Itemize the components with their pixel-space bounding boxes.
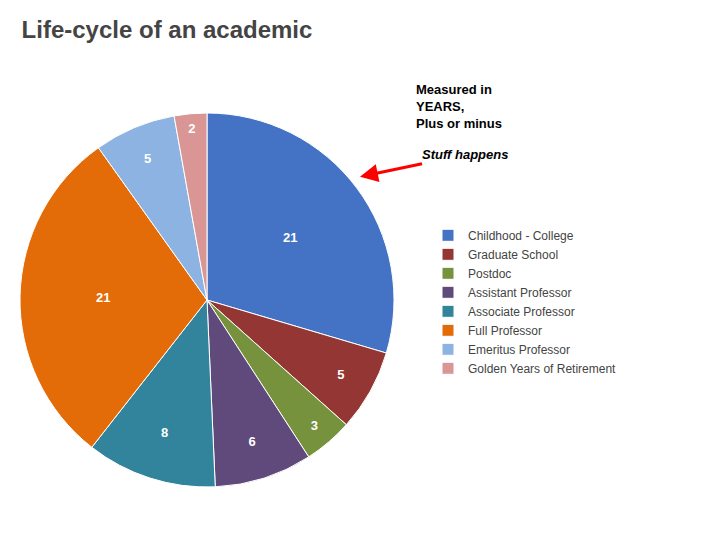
svg-text:Assistant Professor: Assistant Professor [468, 286, 571, 300]
svg-text:Stuff happens: Stuff happens [422, 147, 508, 162]
svg-text:2: 2 [188, 121, 195, 136]
svg-text:6: 6 [249, 434, 256, 449]
svg-text:Life-cycle of an academic: Life-cycle of an academic [22, 16, 313, 43]
svg-text:Graduate School: Graduate School [468, 248, 558, 262]
svg-text:Associate Professor: Associate Professor [468, 305, 575, 319]
svg-text:Postdoc: Postdoc [468, 267, 511, 281]
svg-text:8: 8 [161, 425, 168, 440]
svg-text:21: 21 [283, 230, 297, 245]
svg-text:5: 5 [337, 367, 344, 382]
svg-text:Childhood - College: Childhood - College [468, 229, 574, 243]
svg-text:21: 21 [96, 290, 110, 305]
svg-text:Measured inYEARS,Plus or minus: Measured inYEARS,Plus or minus [416, 82, 502, 131]
svg-text:Full Professor: Full Professor [468, 324, 542, 338]
svg-text:Golden Years of Retirement: Golden Years of Retirement [468, 362, 616, 376]
svg-text:Emeritus Professor: Emeritus Professor [468, 343, 570, 357]
svg-text:5: 5 [144, 151, 151, 166]
svg-text:3: 3 [311, 418, 318, 433]
